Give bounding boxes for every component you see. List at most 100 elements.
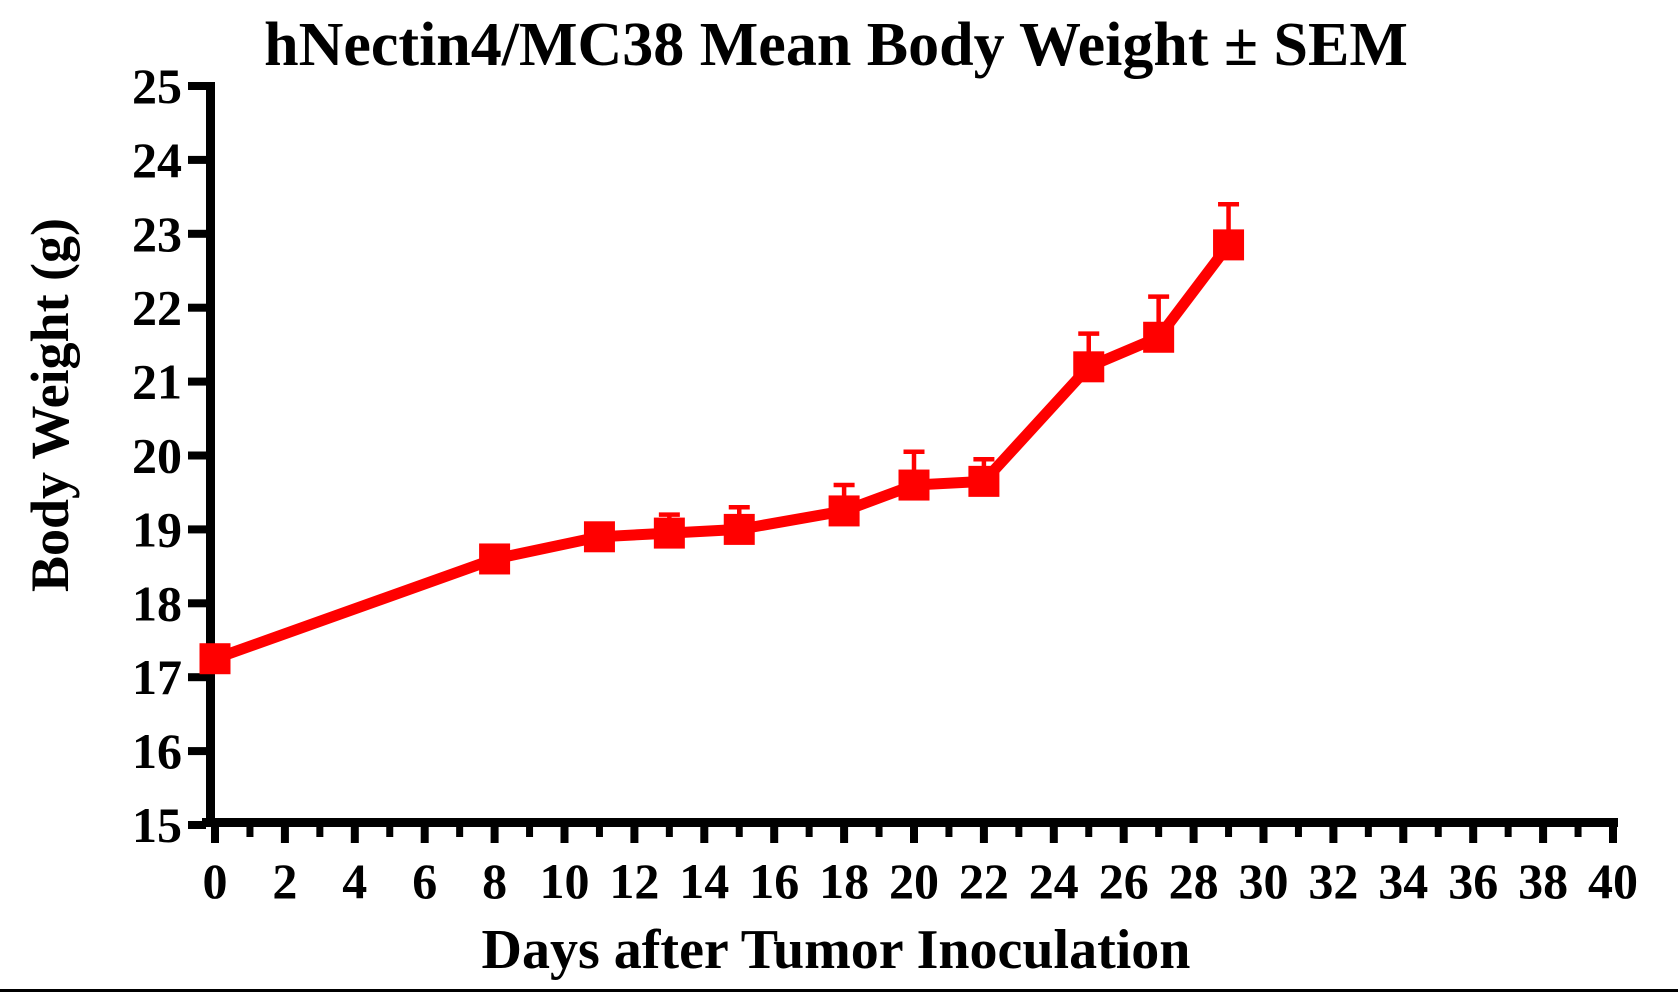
x-axis-minor-tick bbox=[665, 827, 673, 837]
y-axis-tick bbox=[188, 155, 206, 164]
x-axis-tick bbox=[910, 827, 918, 843]
y-tick-label: 23 bbox=[132, 206, 182, 262]
x-axis-minor-tick bbox=[875, 827, 883, 837]
x-axis-tick bbox=[280, 827, 289, 843]
x-tick-label: 40 bbox=[1588, 853, 1638, 909]
x-axis-minor-tick bbox=[1364, 827, 1372, 837]
x-axis-tick bbox=[770, 827, 779, 843]
y-axis-tick bbox=[188, 451, 206, 460]
x-axis-minor-tick bbox=[386, 827, 394, 837]
y-axis-spine bbox=[206, 82, 215, 827]
bottom-rule bbox=[0, 989, 1678, 992]
data-point-marker bbox=[1073, 351, 1105, 383]
x-axis-minor-tick bbox=[246, 827, 254, 837]
x-axis-tick bbox=[1049, 827, 1058, 843]
x-tick-label: 14 bbox=[679, 853, 729, 909]
x-axis-minor-tick bbox=[316, 827, 324, 837]
x-axis-tick bbox=[1539, 827, 1548, 843]
x-axis-tick bbox=[840, 827, 849, 843]
x-tick-label: 22 bbox=[959, 853, 1009, 909]
x-axis-tick bbox=[1399, 827, 1408, 843]
y-tick-label: 17 bbox=[132, 649, 182, 705]
y-tick-label: 20 bbox=[132, 428, 182, 484]
y-axis-tick bbox=[188, 303, 206, 312]
x-axis-label: Days after Tumor Inoculation bbox=[481, 919, 1191, 981]
x-axis-tick bbox=[1119, 827, 1128, 843]
y-tick-label: 19 bbox=[132, 501, 182, 557]
data-point-marker bbox=[583, 521, 615, 553]
data-point-marker bbox=[898, 469, 930, 501]
x-axis-minor-tick bbox=[456, 827, 464, 837]
y-tick-label: 22 bbox=[132, 280, 182, 336]
x-tick-label: 8 bbox=[482, 853, 507, 909]
x-axis-minor-tick bbox=[945, 827, 953, 837]
x-axis-tick bbox=[490, 827, 499, 843]
x-axis-minor-tick bbox=[1294, 827, 1302, 837]
data-point-marker bbox=[199, 643, 231, 675]
x-axis-minor-tick bbox=[595, 827, 603, 837]
x-tick-label: 2 bbox=[272, 853, 297, 909]
x-tick-label: 16 bbox=[749, 853, 799, 909]
y-axis-tick bbox=[188, 673, 206, 682]
data-point-marker bbox=[828, 495, 860, 527]
x-axis-tick bbox=[420, 827, 429, 843]
chart-title: hNectin4/MC38 Mean Body Weight ± SEM bbox=[264, 11, 1408, 79]
y-tick-label: 16 bbox=[132, 723, 182, 779]
x-axis-minor-tick bbox=[1085, 827, 1093, 837]
y-axis-tick bbox=[188, 821, 206, 829]
x-axis-minor-tick bbox=[805, 827, 813, 837]
y-tick-label: 15 bbox=[132, 797, 182, 853]
x-axis-tick bbox=[1469, 827, 1478, 843]
data-point-marker bbox=[968, 465, 1000, 497]
data-point-marker bbox=[723, 513, 755, 545]
x-axis-tick bbox=[1189, 827, 1198, 843]
x-tick-label: 30 bbox=[1239, 853, 1289, 909]
y-axis-tick bbox=[188, 82, 206, 90]
x-axis-minor-tick bbox=[1574, 827, 1582, 837]
series-line bbox=[213, 241, 1233, 664]
x-axis-tick bbox=[1609, 827, 1617, 843]
data-point-marker bbox=[1213, 229, 1245, 261]
x-tick-label: 28 bbox=[1169, 853, 1219, 909]
x-tick-label: 20 bbox=[889, 853, 939, 909]
x-axis-tick bbox=[560, 827, 569, 843]
x-axis-minor-tick bbox=[1225, 827, 1233, 837]
data-point-marker bbox=[653, 517, 685, 549]
x-axis-tick bbox=[1259, 827, 1268, 843]
y-axis-tick bbox=[188, 377, 206, 386]
x-tick-label: 24 bbox=[1029, 853, 1079, 909]
x-axis-tick bbox=[630, 827, 639, 843]
x-tick-label: 34 bbox=[1378, 853, 1428, 909]
x-axis-tick bbox=[350, 827, 359, 843]
x-axis-tick bbox=[211, 827, 219, 843]
x-axis-minor-tick bbox=[1434, 827, 1442, 837]
x-axis-minor-tick bbox=[1504, 827, 1512, 837]
x-tick-label: 10 bbox=[540, 853, 590, 909]
y-tick-label: 24 bbox=[132, 132, 182, 188]
x-axis-minor-tick bbox=[735, 827, 743, 837]
x-tick-label: 18 bbox=[819, 853, 869, 909]
y-tick-label: 18 bbox=[132, 575, 182, 631]
x-axis-minor-tick bbox=[526, 827, 534, 837]
x-axis-minor-tick bbox=[1015, 827, 1023, 837]
x-axis-tick bbox=[979, 827, 988, 843]
x-axis-minor-tick bbox=[1155, 827, 1163, 837]
x-tick-label: 6 bbox=[412, 853, 437, 909]
y-axis-tick bbox=[188, 599, 206, 608]
x-tick-label: 4 bbox=[342, 853, 367, 909]
x-tick-label: 0 bbox=[203, 853, 228, 909]
x-axis-tick bbox=[1329, 827, 1338, 843]
y-tick-label: 21 bbox=[132, 354, 182, 410]
x-tick-label: 12 bbox=[609, 853, 659, 909]
x-tick-label: 36 bbox=[1448, 853, 1498, 909]
x-axis-spine bbox=[202, 818, 1618, 827]
x-tick-label: 26 bbox=[1099, 853, 1149, 909]
y-axis-tick bbox=[188, 747, 206, 756]
y-tick-label: 25 bbox=[132, 58, 182, 114]
x-tick-label: 32 bbox=[1308, 853, 1358, 909]
data-point-marker bbox=[1143, 321, 1175, 353]
x-tick-label: 38 bbox=[1518, 853, 1568, 909]
x-axis-tick bbox=[700, 827, 709, 843]
